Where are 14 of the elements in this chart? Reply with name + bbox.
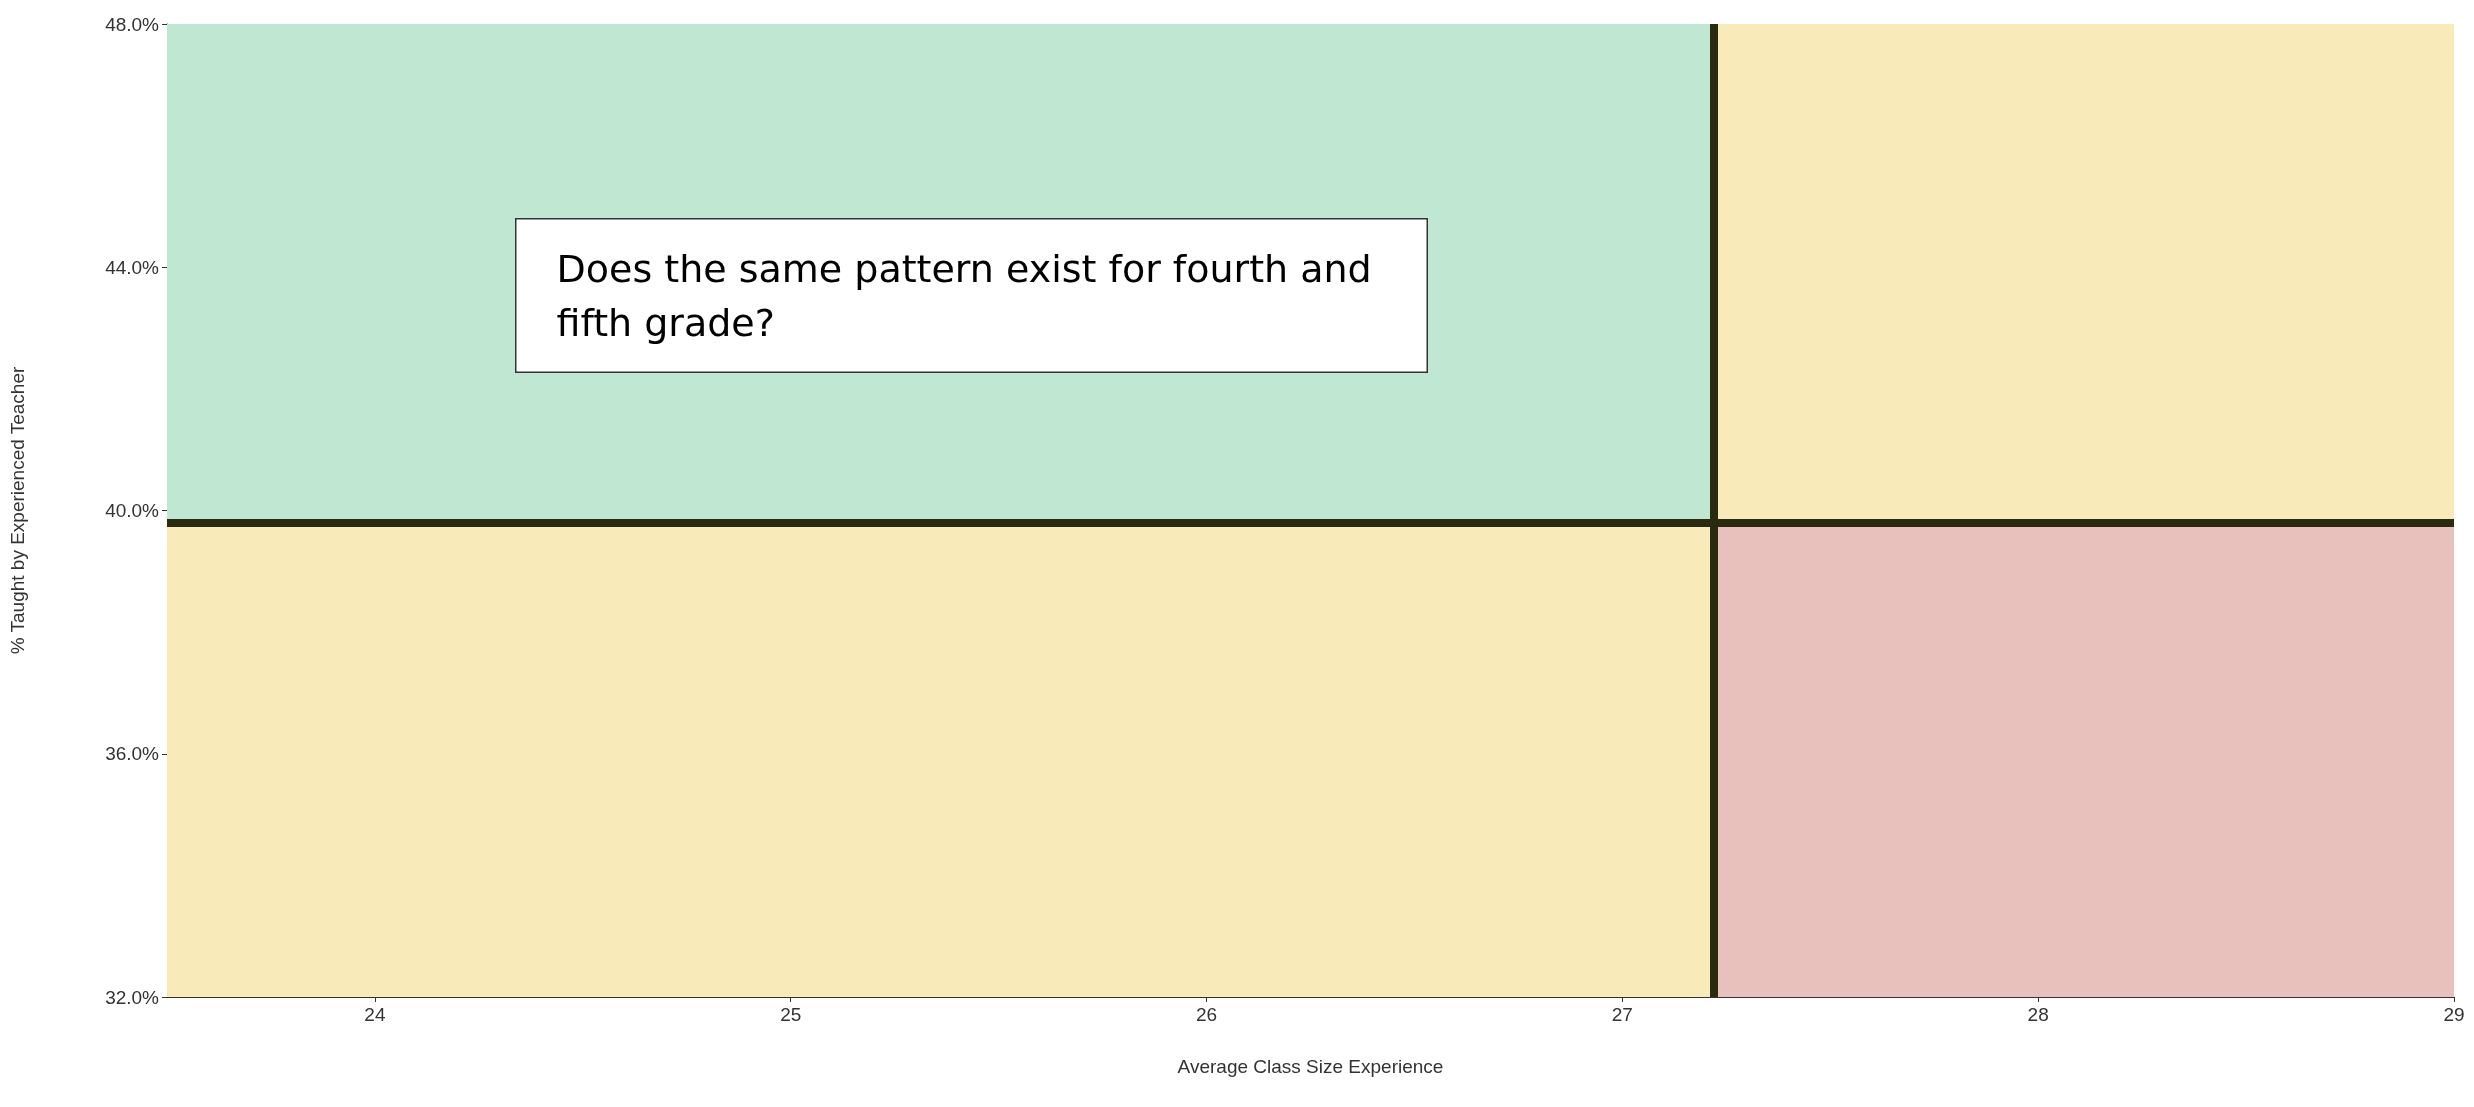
x-tick-label: 27: [1611, 1004, 1633, 1025]
y-tick-label: 40.0%: [105, 500, 160, 521]
x-tick-label: 26: [1195, 1004, 1218, 1025]
y-tick-label: 48.0%: [105, 13, 160, 35]
x-tick-label: 28: [2027, 1004, 2049, 1025]
y-tick-label: 32.0%: [105, 986, 160, 1008]
x-axis-title: Average Class Size Experience: [1177, 1056, 1444, 1077]
y-tick-label: 36.0%: [105, 743, 160, 765]
annotation: Does the same pattern exist for fourth and fifth grade?: [556, 246, 1384, 345]
y-axis-title: % Taught by Experienced Teacher: [7, 366, 28, 655]
x-tick-label: 24: [364, 1004, 386, 1025]
y-tick-label: 44.0%: [105, 256, 160, 278]
x-tick-label: 25: [780, 1004, 802, 1025]
x-tick-label: 29: [2443, 1004, 2465, 1025]
